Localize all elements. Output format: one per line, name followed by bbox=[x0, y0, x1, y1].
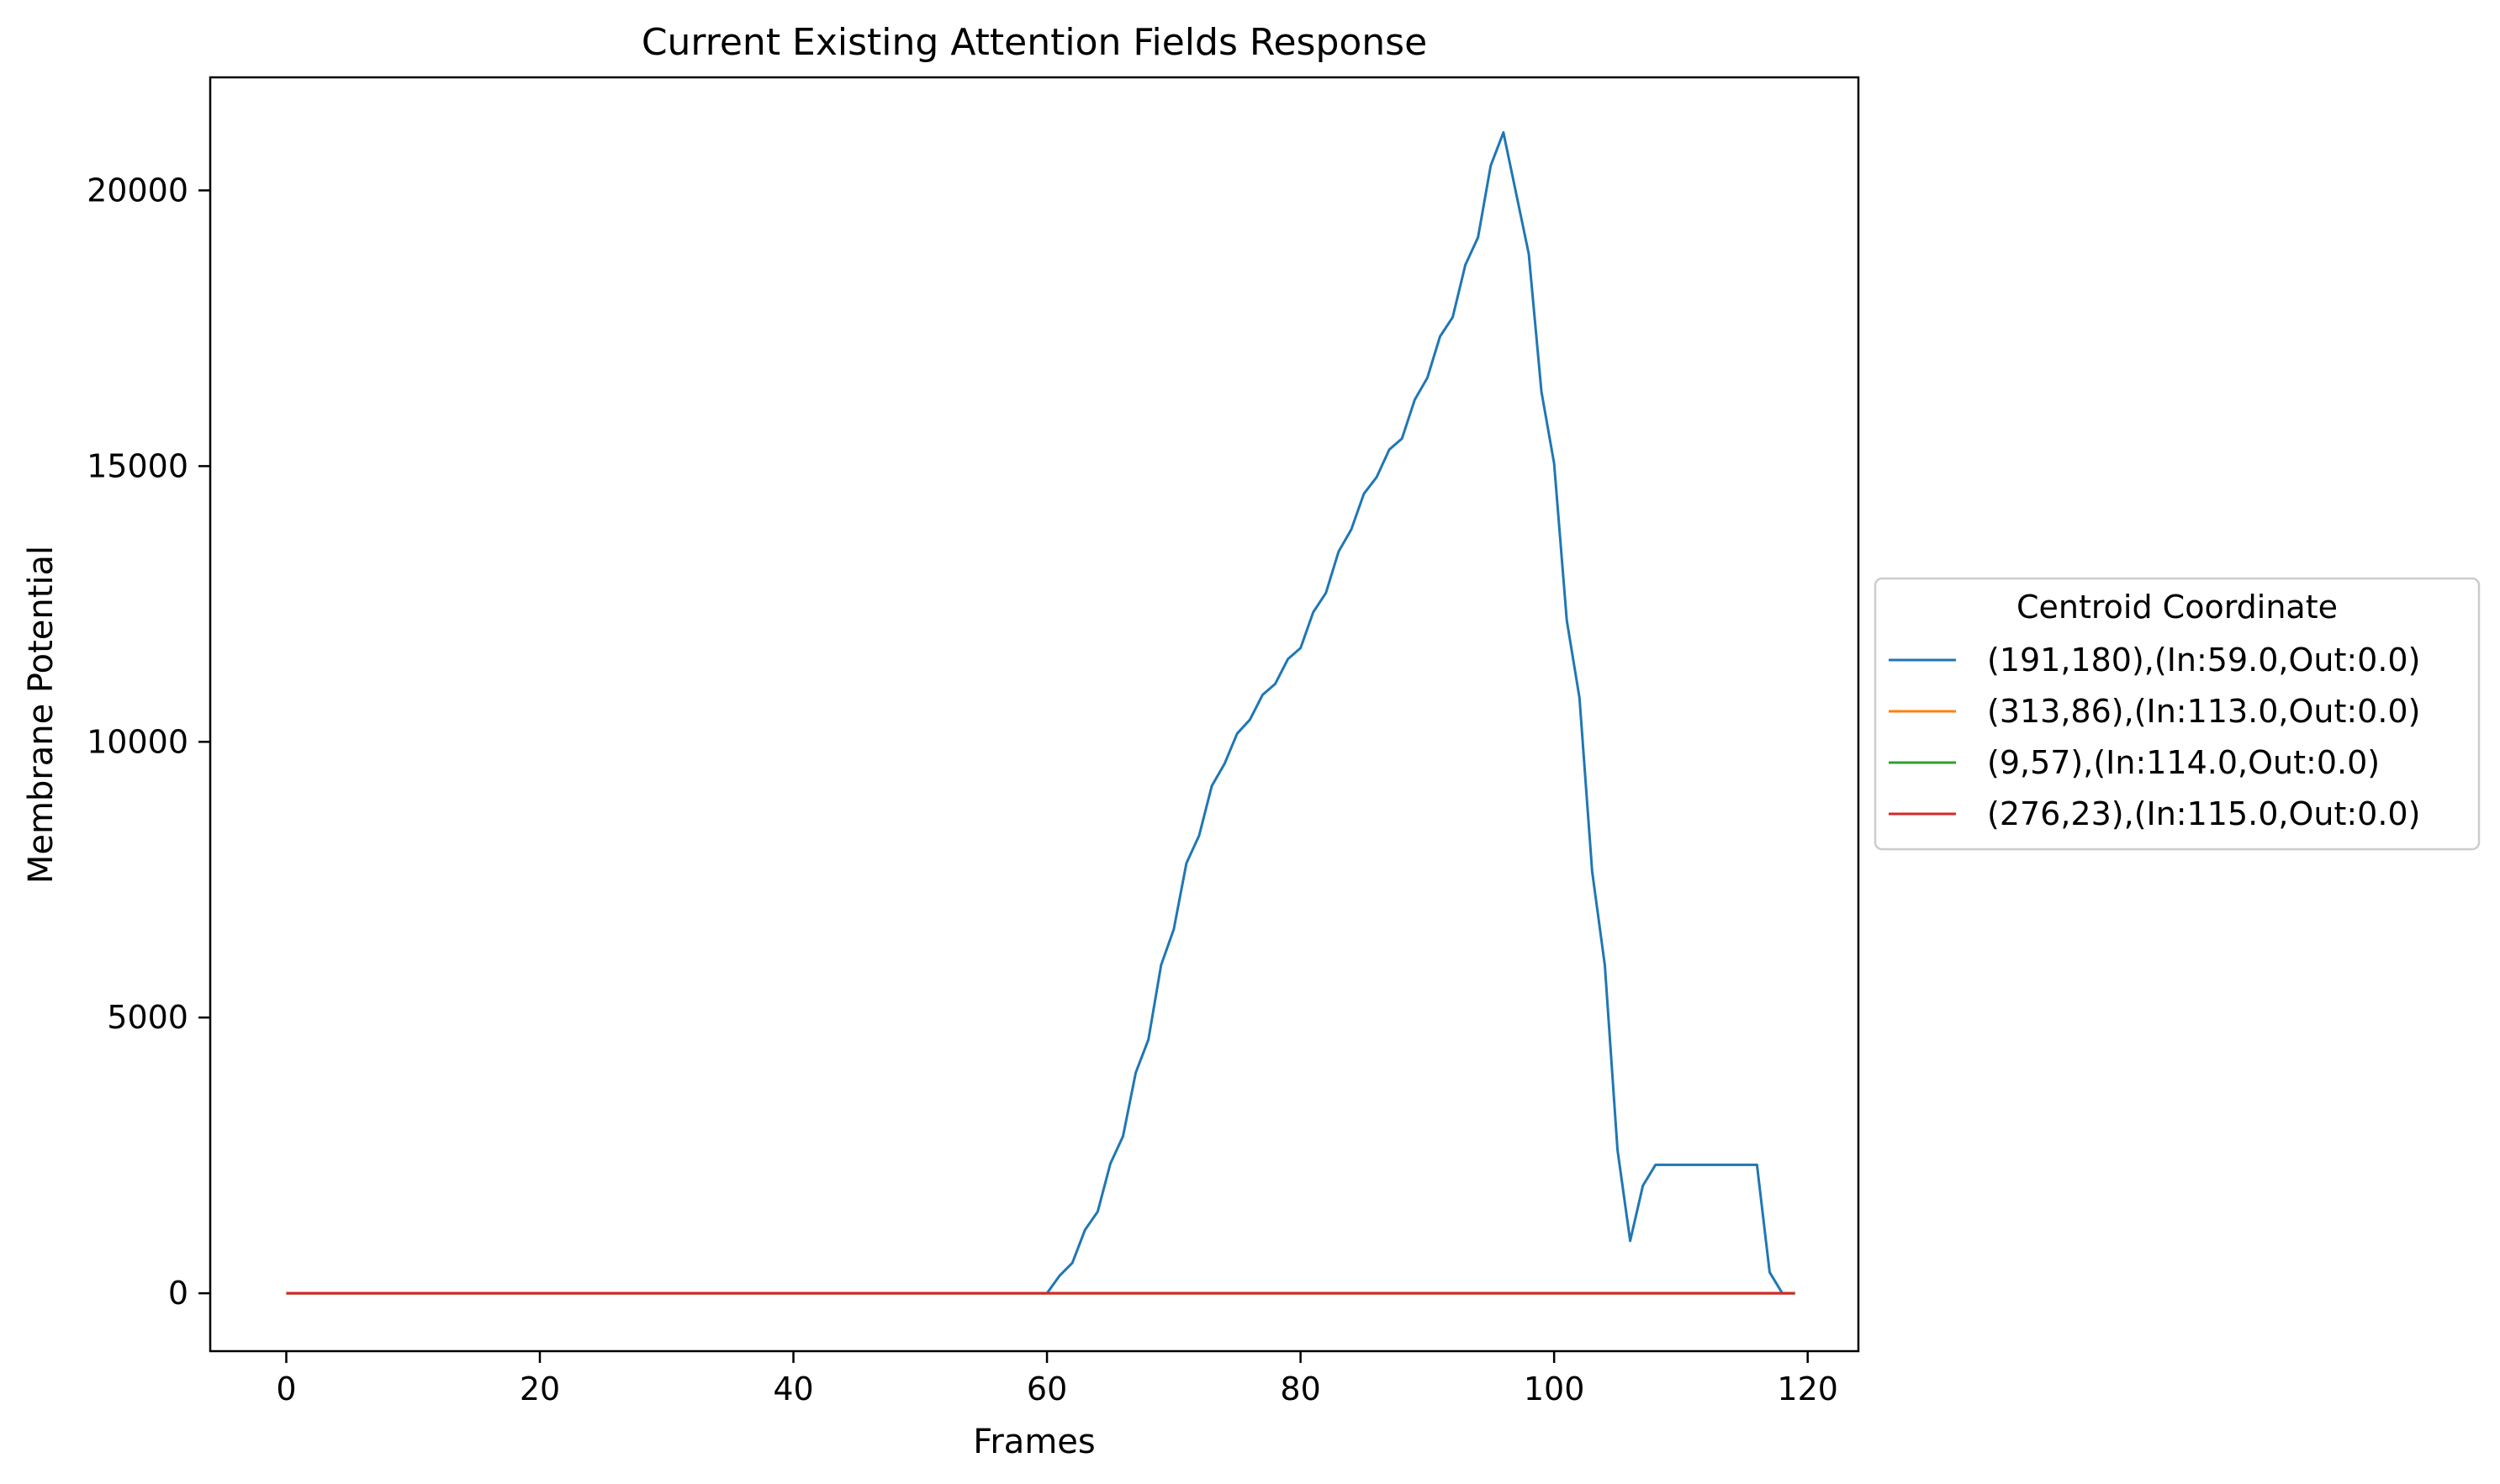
legend-entry-2: (9,57),(In:114.0,Out:0.0) bbox=[1987, 744, 2380, 781]
series-line-0 bbox=[286, 131, 1795, 1295]
x-tick-label-5: 100 bbox=[1524, 1370, 1585, 1407]
y-tick-label-0: 0 bbox=[168, 1275, 188, 1312]
x-axis: 0 20 40 60 80 100 120 bbox=[276, 1351, 1838, 1407]
y-axis: 0 5000 10000 15000 20000 bbox=[87, 172, 210, 1312]
y-tick-label-3: 15000 bbox=[87, 447, 188, 484]
chart-title: Current Existing Attention Fields Respon… bbox=[642, 21, 1427, 64]
plot-area bbox=[209, 76, 1860, 1353]
legend-title: Centroid Coordinate bbox=[2016, 589, 2338, 626]
x-tick-label-4: 80 bbox=[1280, 1370, 1320, 1407]
legend-entry-0: (191,180),(In:59.0,Out:0.0) bbox=[1987, 642, 2420, 679]
y-tick-label-1: 5000 bbox=[107, 999, 188, 1036]
series-layer bbox=[286, 131, 1795, 1295]
x-axis-label: Frames bbox=[973, 1423, 1095, 1461]
y-tick-label-2: 10000 bbox=[87, 723, 188, 760]
x-tick-label-3: 60 bbox=[1027, 1370, 1067, 1407]
legend-items: (191,180),(In:59.0,Out:0.0) (313,86),(In:… bbox=[1889, 642, 2420, 832]
legend: Centroid Coordinate (191,180),(In:59.0,O… bbox=[1874, 577, 2481, 851]
x-tick-label-0: 0 bbox=[276, 1370, 296, 1407]
y-tick-label-4: 20000 bbox=[87, 172, 188, 209]
x-tick-label-2: 40 bbox=[773, 1370, 813, 1407]
legend-entry-1: (313,86),(In:113.0,Out:0.0) bbox=[1987, 693, 2420, 730]
x-tick-label-1: 20 bbox=[520, 1370, 560, 1407]
legend-box bbox=[1874, 577, 2481, 851]
y-axis-label: Membrane Potential bbox=[22, 546, 61, 884]
legend-entry-3: (276,23),(In:115.0,Out:0.0) bbox=[1987, 795, 2420, 832]
plot-frame bbox=[209, 76, 1860, 1353]
x-tick-label-6: 120 bbox=[1777, 1370, 1838, 1407]
